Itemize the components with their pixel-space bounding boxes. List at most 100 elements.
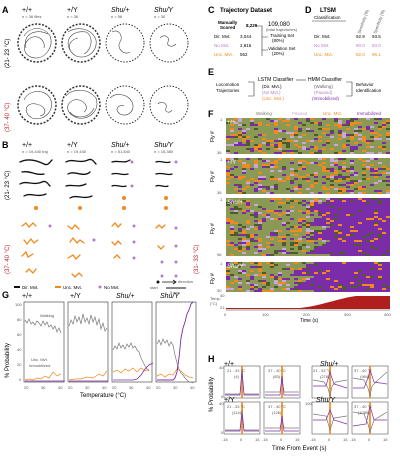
heatmap-cell (330, 208, 334, 210)
heatmap-cell (294, 178, 298, 180)
heatmap-cell (362, 274, 366, 276)
heatmap-cell (318, 264, 322, 266)
e-lstm-out-2: (No Mvt.) (262, 90, 281, 95)
heatmap-cell (326, 276, 330, 278)
heatmap-cell (358, 214, 362, 216)
heatmap-cell (250, 148, 254, 150)
heatmap-cell (318, 204, 322, 206)
heatmap-cell (274, 188, 278, 190)
heatmap-cell (330, 238, 334, 240)
heatmap-cell (262, 254, 266, 256)
heatmap-cell (354, 174, 358, 176)
heatmap-cell (326, 204, 330, 206)
heatmap-cell (330, 206, 334, 208)
heatmap-cell (386, 208, 390, 210)
c-split-bracket (256, 25, 268, 56)
unc-trajectory (21, 250, 34, 258)
g-label-unc: Unc. Mvt. (31, 357, 48, 362)
heatmap-cell (374, 284, 378, 286)
f-xlabel: Time (s) (300, 318, 318, 324)
heatmap-cell (274, 160, 278, 162)
heatmap-cell (246, 144, 250, 146)
trajectory (157, 102, 173, 113)
heatmap-cell (270, 164, 274, 166)
heatmap-cell (290, 152, 294, 154)
h-temp-cool: 21 - 33 °C (227, 404, 245, 409)
heatmap-cell (358, 262, 362, 264)
heatmap-cell (370, 184, 374, 186)
heatmap-cell (346, 276, 350, 278)
heatmap-cell (258, 134, 262, 136)
heatmap-cell (370, 152, 374, 154)
heatmap-cell (374, 240, 378, 242)
heatmap-cell (310, 174, 314, 176)
heatmap-cell (242, 132, 246, 134)
heatmap-cell (386, 236, 390, 238)
heatmap-cell (306, 222, 310, 224)
heatmap-cell (314, 134, 318, 136)
heatmap-cell (350, 122, 354, 124)
heatmap-cell (314, 224, 318, 226)
heatmap-cell (362, 230, 366, 232)
heatmap-cell (346, 178, 350, 180)
heatmap-cell (354, 232, 358, 234)
heatmap-cell (358, 192, 362, 194)
heatmap-cell (250, 184, 254, 186)
heatmap-cell (374, 206, 378, 208)
f-xtick: 400 (384, 312, 391, 317)
heatmap-cell (338, 126, 342, 128)
heatmap-cell (302, 272, 306, 274)
h-xtick: 15 (255, 437, 260, 442)
heatmap-cell (326, 272, 330, 274)
heatmap-cell (354, 202, 358, 204)
heatmap-cell (250, 286, 254, 288)
heatmap-cell (370, 216, 374, 218)
heatmap-cell (338, 280, 342, 282)
heatmap-cell (226, 244, 230, 246)
heatmap-cell (314, 274, 318, 276)
heatmap-cell (382, 250, 386, 252)
heatmap-cell (238, 250, 242, 252)
panel-label-f: F (208, 109, 214, 119)
heatmap-cell (346, 122, 350, 124)
heatmap-cell (230, 212, 234, 214)
heatmap-cell (358, 252, 362, 254)
f-temp-lo: 21 (220, 305, 225, 310)
heatmap-cell (362, 224, 366, 226)
heatmap-cell (386, 266, 390, 268)
heatmap-cell (266, 188, 270, 190)
heatmap-cell (266, 236, 270, 238)
heatmap-cell (342, 234, 346, 236)
heatmap-cell (382, 212, 386, 214)
heatmap-cell (234, 184, 238, 186)
heatmap-cell (254, 252, 258, 254)
heatmap-cell (274, 124, 278, 126)
heatmap-cell (338, 236, 342, 238)
f-heatmap-sp (226, 198, 390, 256)
heatmap-cell (334, 252, 338, 254)
heatmap-cell (274, 130, 278, 132)
heatmap-cell (258, 220, 262, 222)
heatmap-cell (354, 212, 358, 214)
heatmap-cell (346, 220, 350, 222)
heatmap-cell (326, 266, 330, 268)
heatmap-cell (294, 200, 298, 202)
heatmap-cell (262, 276, 266, 278)
heatmap-cell (310, 286, 314, 288)
unc-trajectory (67, 224, 80, 230)
heatmap-cell (326, 248, 330, 250)
heatmap-cell (342, 166, 346, 168)
no-mvt-dot (174, 244, 178, 248)
heatmap-cell (326, 134, 330, 136)
heatmap-cell (378, 162, 382, 164)
heatmap-cell (350, 282, 354, 284)
heatmap-cell (258, 150, 262, 152)
heatmap-cell (338, 288, 342, 290)
heatmap-cell (358, 278, 362, 280)
heatmap-cell (350, 160, 354, 162)
heatmap-cell (234, 280, 238, 282)
heatmap-cell (346, 134, 350, 136)
heatmap-cell (322, 252, 326, 254)
heatmap-cell (298, 272, 302, 274)
heatmap-cell (354, 214, 358, 216)
